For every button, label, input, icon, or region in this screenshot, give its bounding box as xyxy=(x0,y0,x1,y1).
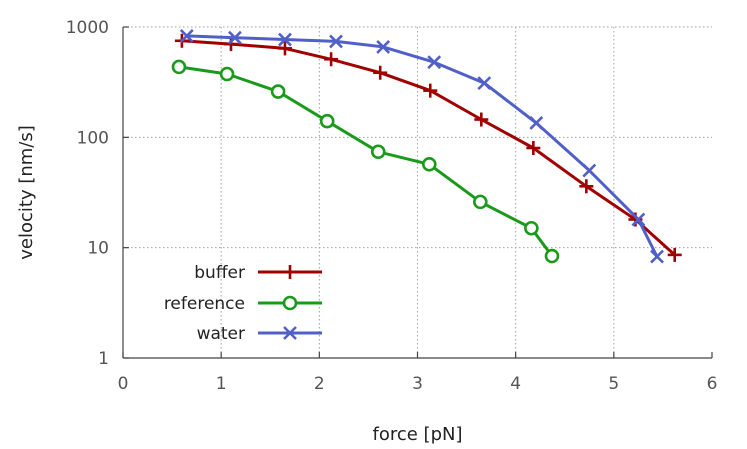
y-tick-label: 1 xyxy=(98,349,109,369)
legend-label: reference xyxy=(164,294,245,314)
data-point-buffer xyxy=(423,83,438,98)
series-buffer xyxy=(174,33,682,262)
data-point-reference xyxy=(370,144,386,160)
legend-marker xyxy=(282,295,298,311)
marker-water-b xyxy=(227,30,242,45)
data-point-water xyxy=(650,249,664,264)
marker-reference xyxy=(171,59,187,75)
data-point-buffer xyxy=(373,65,388,80)
y-axis-title: velocity [nm/s] xyxy=(16,125,37,260)
data-point-reference xyxy=(219,66,235,82)
marker-water-b xyxy=(278,32,292,47)
data-point-buffer xyxy=(474,112,489,127)
data-point-buffer xyxy=(579,179,594,194)
marker-reference xyxy=(219,66,235,82)
y-tick-label: 10 xyxy=(87,239,109,259)
x-tick-label: 6 xyxy=(707,374,718,394)
x-tick-label: 5 xyxy=(608,374,619,394)
data-point-reference xyxy=(524,220,539,236)
series-line-water xyxy=(185,34,659,259)
marker-water-b xyxy=(179,29,194,43)
data-point-buffer xyxy=(277,41,292,56)
data-point-water xyxy=(631,212,646,227)
legend-marker-b xyxy=(283,326,297,340)
series-water xyxy=(179,29,664,264)
data-point-water xyxy=(477,76,492,91)
marker-water-b xyxy=(650,249,664,264)
marker-reference xyxy=(319,113,335,129)
legend-label: water xyxy=(197,324,245,344)
x-tick-label: 0 xyxy=(118,374,129,394)
legend-label: buffer xyxy=(194,263,245,283)
x-tick-label: 3 xyxy=(412,374,423,394)
marker-water-b xyxy=(477,76,492,91)
data-point-buffer xyxy=(324,52,339,67)
x-tick-label: 2 xyxy=(314,374,325,394)
series xyxy=(171,29,682,264)
y-tick-label: 100 xyxy=(77,128,109,148)
series-reference xyxy=(171,59,560,264)
data-point-water xyxy=(329,34,343,49)
data-point-water xyxy=(278,32,292,47)
marker-reference xyxy=(524,220,539,236)
x-tick-label: 1 xyxy=(216,374,227,394)
data-point-water xyxy=(427,55,442,70)
data-point-water xyxy=(529,116,544,130)
legend-item-water: water xyxy=(197,324,322,344)
x-tick-label: 4 xyxy=(510,374,521,394)
data-point-water xyxy=(582,163,597,178)
marker-water-b xyxy=(529,116,544,130)
series-line-buffer xyxy=(180,39,677,257)
data-point-reference xyxy=(544,248,560,264)
marker-reference xyxy=(473,194,488,210)
data-point-water xyxy=(376,39,391,54)
marker-water-b xyxy=(329,34,343,49)
y-tick-label: 1000 xyxy=(66,18,109,38)
series-line-reference xyxy=(177,65,554,258)
data-point-water xyxy=(227,30,242,45)
marker-reference xyxy=(544,248,560,264)
marker-reference xyxy=(421,156,437,172)
marker-water-b xyxy=(582,163,597,178)
marker-water-b xyxy=(631,212,646,227)
data-point-buffer xyxy=(667,247,682,262)
legend-item-reference: reference xyxy=(164,294,322,314)
legend-item-buffer: buffer xyxy=(194,263,322,283)
data-point-reference xyxy=(319,113,335,129)
data-point-buffer xyxy=(223,37,238,52)
marker-water-b xyxy=(427,55,442,70)
data-point-buffer xyxy=(526,141,541,156)
grid xyxy=(123,26,712,358)
x-axis-title: force [pN] xyxy=(373,424,463,445)
data-point-water xyxy=(179,29,194,43)
data-point-reference xyxy=(171,59,187,75)
data-point-reference xyxy=(473,194,488,210)
data-point-reference xyxy=(270,84,286,99)
marker-reference xyxy=(370,144,386,160)
marker-reference xyxy=(270,84,286,99)
legend: buffer reference water xyxy=(164,263,322,344)
marker-water-b xyxy=(376,39,391,54)
data-point-reference xyxy=(421,156,437,172)
